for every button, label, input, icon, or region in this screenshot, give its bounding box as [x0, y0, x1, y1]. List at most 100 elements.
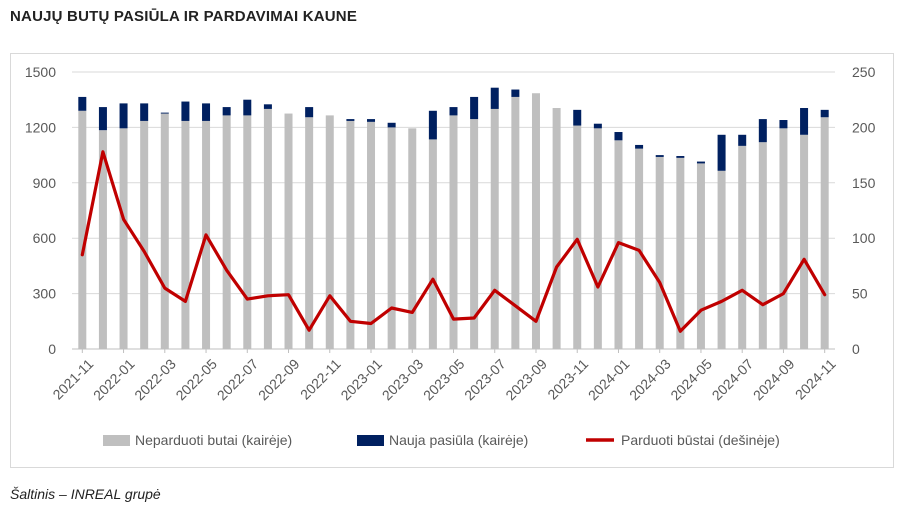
bar-new-supply — [428, 110, 437, 140]
bar-unsold — [428, 139, 437, 349]
bar-new-supply — [181, 101, 190, 121]
legend-swatch — [103, 435, 130, 446]
bar-unsold — [531, 93, 540, 349]
right-tick-label: 50 — [852, 286, 868, 302]
x-tick-label: 2023-09 — [502, 356, 550, 404]
left-tick-label: 1500 — [25, 64, 56, 80]
bar-new-supply — [222, 107, 231, 116]
x-tick-label: 2023-01 — [337, 356, 385, 404]
bar-new-supply — [160, 112, 169, 114]
bar-unsold — [758, 142, 767, 349]
bar-unsold — [160, 113, 169, 349]
chart-svg: 0 300 600 900 1200 1500 0 50 100 150 200 250 2021-… — [25, 64, 876, 448]
bar-unsold — [696, 163, 705, 349]
bar-unsold — [367, 121, 376, 349]
bar-new-supply — [820, 109, 829, 118]
source-note: Šaltinis – INREAL grupė — [10, 486, 161, 502]
chart-frame — [10, 53, 894, 468]
right-tick-label: 200 — [852, 119, 876, 135]
bar-new-supply — [263, 104, 272, 109]
x-axis-ticks: 2021-112022-012022-032022-052022-072022-… — [49, 349, 839, 404]
left-tick-label: 600 — [33, 230, 57, 246]
x-tick-label: 2023-05 — [420, 356, 468, 404]
x-tick-label: 2024-09 — [750, 356, 798, 404]
x-tick-label: 2024-11 — [792, 356, 839, 403]
bar-unsold — [717, 170, 726, 349]
legend: Neparduoti butai (kairėje) Nauja pasiūla … — [103, 432, 780, 448]
right-tick-label: 0 — [852, 341, 860, 357]
bar-unsold — [676, 157, 685, 349]
bar-unsold — [325, 115, 334, 349]
bar-unsold — [387, 127, 396, 350]
bar-new-supply — [614, 132, 623, 141]
bar-new-supply — [98, 107, 107, 131]
left-tick-label: 300 — [33, 286, 57, 302]
legend-swatch — [357, 435, 384, 446]
right-tick-label: 100 — [852, 230, 876, 246]
bar-new-supply — [470, 96, 479, 120]
bar-new-supply — [490, 87, 499, 109]
x-tick-label: 2022-01 — [90, 356, 138, 404]
bar-new-supply — [573, 109, 582, 126]
bar-new-supply — [78, 96, 87, 111]
left-tick-label: 1200 — [25, 119, 56, 135]
bar-unsold — [222, 115, 231, 349]
bar-unsold — [243, 115, 252, 349]
x-tick-label: 2021-11 — [49, 356, 96, 403]
line-group — [80, 150, 827, 333]
bar-unsold — [305, 117, 314, 349]
bar-unsold — [284, 113, 293, 349]
bar-unsold — [140, 120, 149, 349]
left-axis-ticks: 0 300 600 900 1200 1500 — [25, 64, 56, 357]
bar-new-supply — [779, 120, 788, 129]
x-tick-label: 2022-11 — [297, 356, 344, 403]
bar-new-supply — [655, 155, 664, 157]
x-tick-label: 2023-07 — [461, 356, 509, 404]
bar-new-supply — [367, 119, 376, 122]
bar-unsold — [490, 108, 499, 349]
page-title: NAUJŲ BUTŲ PASIŪLA IR PARDAVIMAI KAUNE — [10, 8, 358, 25]
x-tick-label: 2023-11 — [544, 356, 591, 403]
bar-new-supply — [738, 134, 747, 146]
right-axis-ticks: 0 50 100 150 200 250 — [852, 64, 876, 357]
left-tick-label: 0 — [48, 341, 56, 357]
bar-unsold — [263, 108, 272, 349]
legend-label: Nauja pasiūla (kairėje) — [389, 432, 528, 448]
x-tick-label: 2022-05 — [172, 356, 220, 404]
bar-new-supply — [676, 156, 685, 158]
bar-new-supply — [119, 103, 128, 129]
right-tick-label: 150 — [852, 175, 876, 191]
bar-unsold — [655, 156, 664, 349]
bar-new-supply — [717, 134, 726, 171]
x-tick-label: 2024-07 — [709, 356, 757, 404]
x-tick-label: 2023-03 — [379, 356, 427, 404]
bar-new-supply — [243, 99, 252, 116]
bar-unsold — [779, 128, 788, 349]
bar-unsold — [573, 125, 582, 349]
bar-unsold — [78, 110, 87, 349]
bar-unsold — [820, 117, 829, 349]
bar-unsold — [346, 120, 355, 349]
bar-unsold — [119, 128, 128, 349]
x-tick-label: 2024-03 — [626, 356, 674, 404]
bar-unsold — [552, 108, 561, 349]
bar-new-supply — [800, 108, 809, 135]
legend-label: Neparduoti butai (kairėje) — [135, 432, 292, 448]
bar-new-supply — [387, 122, 396, 128]
x-tick-label: 2022-07 — [214, 356, 262, 404]
right-tick-label: 250 — [852, 64, 876, 80]
x-tick-label: 2022-03 — [131, 356, 179, 404]
x-tick-label: 2024-05 — [667, 356, 715, 404]
bar-new-supply — [140, 103, 149, 121]
bar-new-supply — [696, 161, 705, 164]
bar-new-supply — [511, 89, 520, 97]
bar-new-supply — [635, 144, 644, 149]
bar-new-supply — [758, 119, 767, 143]
x-tick-label: 2024-01 — [585, 356, 633, 404]
legend-label: Parduoti būstai (dešinėje) — [621, 432, 780, 448]
bar-unsold — [181, 120, 190, 349]
bar-unsold — [408, 128, 417, 349]
bars-group — [78, 87, 829, 350]
bar-new-supply — [202, 103, 211, 121]
x-tick-label: 2022-09 — [255, 356, 303, 404]
